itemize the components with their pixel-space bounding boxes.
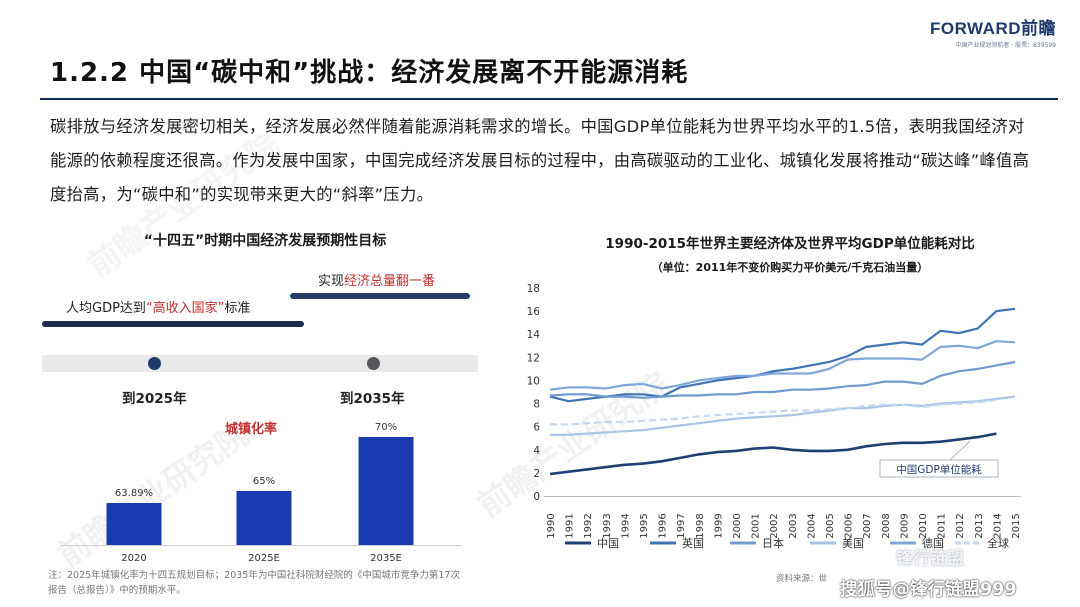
bar-value-label: 70%	[375, 422, 397, 433]
x-tick-label: 2012	[955, 513, 966, 538]
legend-label: 英国	[682, 536, 704, 550]
urbanization-bar	[358, 437, 414, 545]
y-tick-label: 16	[527, 306, 541, 318]
bar-value-label: 65%	[253, 476, 275, 487]
x-tick-label: 2001	[751, 513, 762, 538]
x-tick-label: 1995	[639, 513, 650, 538]
page-title: 1.2.2 中国“碳中和”挑战：经济发展离不开能源消耗	[50, 58, 689, 88]
bar-category-label: 2035E	[370, 553, 402, 564]
company-logo: FORWARD前瞻 中国产业规划领航者 · 股票：839599	[924, 14, 1056, 49]
energy-intensity-line-chart: 0 2 4 6 8 10 12 14 16 18 1990 1991 1992 1993 1994 1995 1…	[527, 283, 1022, 550]
goal-economy-total: 实现经济总量翻一番	[318, 270, 435, 289]
bar-category-label: 2025E	[248, 553, 280, 564]
x-tick-label: 1990	[546, 513, 557, 538]
y-tick-label: 6	[533, 422, 540, 434]
legend-label: 日本	[762, 536, 784, 550]
y-tick-label: 12	[527, 352, 540, 364]
right-chart-subtitle: （单位：2011年不变价购买力平价美元/千克石油当量）	[651, 261, 929, 274]
goal-bar-bottom	[42, 321, 304, 327]
series-line-日本	[549, 360, 1016, 399]
x-tick-label: 1994	[620, 513, 631, 538]
x-tick-label: 2004	[806, 513, 817, 538]
x-tick-label: 2010	[918, 513, 929, 538]
x-tick-label: 2005	[825, 513, 836, 538]
goal-top-prefix: 实现	[318, 274, 345, 289]
goal-top-highlight: 经济总量翻一番	[344, 274, 436, 289]
goal-bottom-prefix: 人均GDP达到	[66, 301, 146, 316]
x-tick-label: 1991	[565, 513, 576, 538]
x-tick-label: 2006	[844, 513, 855, 538]
legend-label: 中国	[597, 537, 619, 550]
y-tick-label: 4	[533, 445, 540, 457]
intro-paragraph: 碳排放与经济发展密切相关，经济发展必然伴随着能源消耗需求的增长。中国GDP单位能…	[50, 117, 1030, 204]
x-tick-label: 2002	[769, 513, 780, 538]
legend-label: 美国	[842, 537, 864, 550]
annotation-text: 中国GDP单位能耗	[896, 463, 982, 476]
x-tick-label: 2011	[937, 513, 948, 538]
x-tick-label: 2007	[862, 513, 873, 538]
x-tick-label: 1992	[583, 513, 594, 538]
title-divider	[40, 98, 1058, 100]
annotation-leader	[949, 440, 971, 461]
y-tick-label: 14	[527, 329, 541, 341]
series-line-美国	[550, 395, 1016, 436]
timeline-band	[42, 355, 478, 372]
source-note: 资料来源：世	[776, 574, 828, 584]
y-tick-label: 18	[527, 283, 540, 295]
footnote: 注：2025年城镇化率为十四五规划目标；2035年为中国社科院财经院的《中国城市…	[48, 570, 460, 596]
timeline-dot-2025	[148, 357, 161, 370]
series-line-中国	[549, 432, 997, 476]
x-tick-label: 2015	[1011, 513, 1022, 538]
x-tick-label: 1997	[676, 513, 687, 538]
y-tick-label: 10	[527, 375, 540, 387]
urbanization-rate-label: 城镇化率	[225, 422, 278, 437]
y-tick-label: 8	[533, 399, 540, 411]
y-tick-label: 2	[533, 468, 540, 480]
goal-bar-top	[290, 293, 470, 299]
x-tick-label: 2014	[992, 513, 1003, 538]
x-tick-label: 1993	[602, 513, 613, 538]
annotation-box	[879, 459, 999, 478]
x-tick-label: 1999	[713, 513, 724, 538]
x-tick-label: 2000	[732, 513, 743, 538]
urbanization-bar	[106, 502, 162, 545]
x-tick-label: 2013	[974, 513, 985, 538]
right-chart-title: 1990-2015年世界主要经济体及世界平均GDP单位能耗对比	[605, 236, 975, 252]
x-tick-label: 2003	[788, 513, 799, 538]
goal-bottom-highlight: “高收入国家”	[145, 301, 225, 316]
milestone-2025-label: 到2025年	[122, 391, 187, 407]
timeline-dot-2035	[367, 357, 380, 370]
x-tick-label: 2009	[899, 513, 910, 538]
urbanization-bar-chart: 63.89% 2020 65% 2025E 70% 2035E	[60, 422, 462, 564]
series-line-英国	[549, 307, 1016, 403]
bar-value-label: 63.89%	[115, 488, 153, 499]
x-tick-label: 2008	[881, 513, 892, 538]
platform-watermark: 搜狐号@锋行链盟999	[840, 580, 1017, 600]
y-tick-label: 0	[533, 491, 540, 503]
urbanization-bar	[236, 491, 292, 545]
legend-label: 德国	[922, 536, 944, 550]
series-line-德国	[549, 340, 1016, 391]
left-panel-title: “十四五”时期中国经济发展预期性目标	[143, 233, 387, 249]
series-line-全球	[550, 399, 997, 426]
social-watermark: 锋行链盟	[896, 549, 964, 569]
logo-brand: FORWARD前瞻	[929, 19, 1056, 38]
goal-gdp-per-capita: 人均GDP达到“高收入国家”标准	[66, 297, 250, 316]
goal-bottom-suffix: 标准	[224, 301, 251, 316]
x-tick-label: 1996	[658, 513, 669, 538]
logo-subtitle: 中国产业规划领航者 · 股票：839599	[955, 42, 1056, 49]
legend-label: 全球	[987, 536, 1009, 550]
bar-category-label: 2020	[121, 553, 146, 564]
x-tick-label: 1998	[695, 513, 706, 538]
milestone-2035-label: 到2035年	[340, 391, 405, 407]
